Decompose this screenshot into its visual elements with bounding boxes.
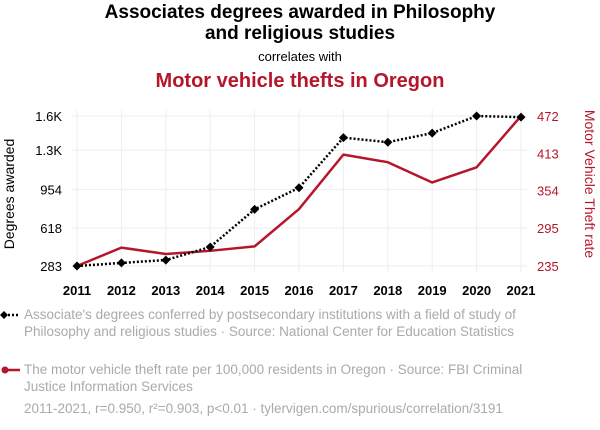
right-axis-ticks: 235 295 354 413 472 (537, 109, 559, 274)
grid-lines (72, 110, 527, 272)
left-tick-label: 618 (40, 221, 62, 236)
left-tick-label: 954 (40, 183, 62, 198)
data-point-degrees (72, 261, 82, 271)
right-axis-label: Motor Vehicle Theft rate (582, 110, 598, 259)
x-axis-ticks: 2011 2012 2013 2014 2015 2016 2017 2018 2019 2020… (63, 283, 536, 298)
legend-label-degrees: Associate's degrees conferred by postsec… (24, 307, 516, 339)
data-point-degrees (161, 255, 171, 265)
left-tick-label: 1.6K (35, 109, 62, 124)
legend-markers (0, 311, 20, 374)
data-point-degrees (116, 258, 126, 268)
right-tick-label: 413 (537, 146, 559, 161)
x-tick-label: 2017 (329, 283, 358, 298)
data-point-degrees (427, 128, 437, 138)
left-axis-ticks: 283 618 954 1.3K 1.6K (35, 109, 62, 274)
data-point-degrees (516, 112, 526, 122)
x-tick-label: 2014 (196, 283, 226, 298)
right-tick-label: 295 (537, 221, 559, 236)
footer-stats: 2011-2021, r=0.950, r²=0.903, p<0.01 · t… (24, 401, 503, 416)
chart-title-line-1: Associates degrees awarded in Philosophy (104, 2, 496, 23)
series-line-thefts (76, 115, 522, 268)
left-tick-label: 283 (40, 259, 62, 274)
legend-marker-thefts (1, 366, 9, 374)
x-tick-label: 2018 (373, 283, 402, 298)
x-tick-label: 2012 (107, 283, 136, 298)
data-point-degrees (205, 242, 215, 252)
x-tick-label: 2016 (285, 283, 314, 298)
right-tick-label: 354 (537, 184, 559, 199)
x-tick-label: 2019 (418, 283, 447, 298)
chart-title-line-2: and religious studies (204, 23, 396, 44)
x-tick-label: 2021 (507, 283, 536, 298)
right-tick-label: 472 (537, 109, 559, 124)
correlates-with-label: correlates with (258, 49, 342, 64)
left-tick-label: 1.3K (35, 143, 62, 158)
legend-marker-degrees (0, 311, 8, 319)
x-tick-label: 2015 (240, 283, 269, 298)
x-tick-label: 2020 (462, 283, 491, 298)
x-tick-label: 2011 (63, 283, 91, 298)
series-group (72, 111, 526, 271)
data-point-degrees (338, 133, 348, 143)
legend-label-thefts: The motor vehicle theft rate per 100,000… (24, 362, 523, 394)
data-point-degrees (472, 111, 482, 121)
data-point-degrees (250, 204, 260, 214)
x-tick-label: 2013 (151, 283, 180, 298)
data-point-degrees (294, 183, 304, 193)
right-tick-label: 235 (537, 259, 559, 274)
left-axis-label: Degrees awarded (1, 139, 17, 250)
chart-title-secondary: Motor vehicle thefts in Oregon (155, 70, 445, 92)
data-point-degrees (383, 137, 393, 147)
